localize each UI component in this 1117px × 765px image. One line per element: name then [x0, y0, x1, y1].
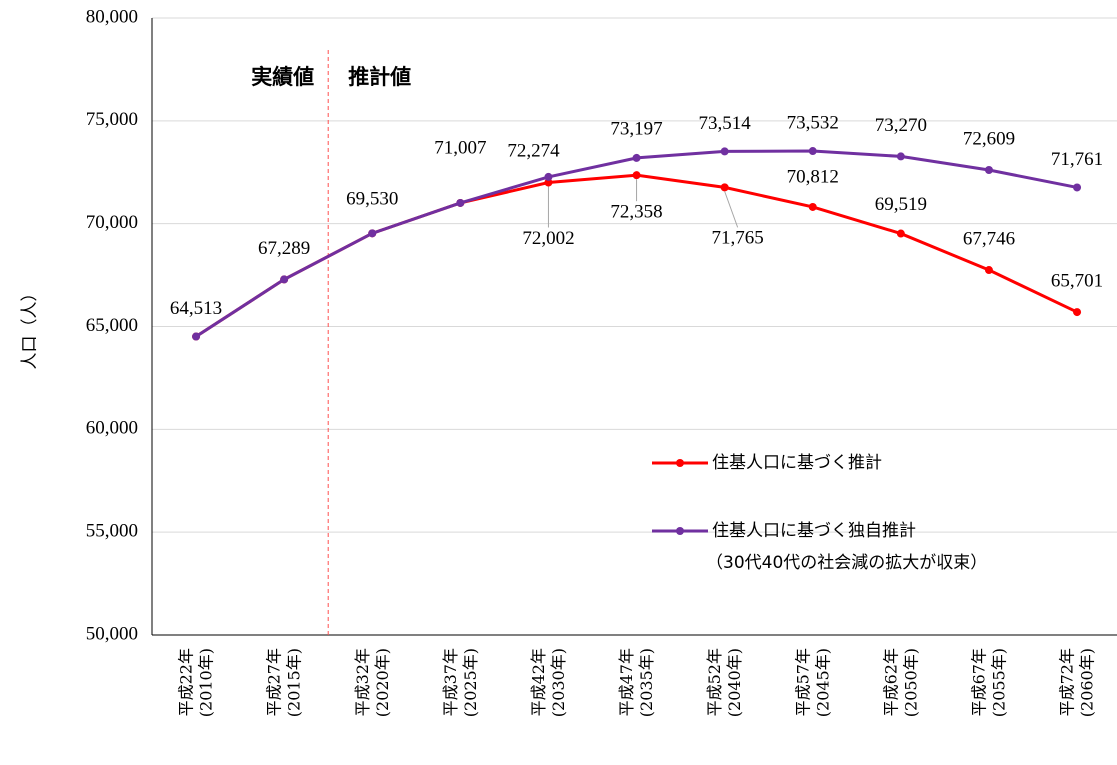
x-tick-label: (2025年) [461, 648, 480, 717]
x-tick-label: 平成67年 [969, 648, 988, 716]
y-tick-label: 70,000 [86, 212, 138, 233]
point [808, 147, 817, 156]
x-tick-label: 平成37年 [441, 648, 460, 716]
point [984, 166, 993, 175]
x-tick-label: 平成72年 [1058, 648, 1077, 716]
point [1073, 308, 1082, 317]
data-label: 73,532 [787, 112, 839, 133]
x-tick-label: (2035年) [637, 648, 656, 717]
data-label: 70,812 [787, 166, 839, 187]
point [896, 229, 905, 238]
legend-marker [676, 459, 684, 467]
x-tick-label: (2060年) [1078, 648, 1097, 717]
x-tick-label: 平成57年 [793, 648, 812, 716]
x-tick-label: (2030年) [549, 648, 568, 717]
legend-label: 住基人口に基づく独自推計 [712, 521, 916, 541]
legend-marker [676, 527, 684, 535]
y-tick-label: 55,000 [86, 521, 138, 542]
legend-note: （30代40代の社会減の拡大が収束） [706, 553, 987, 573]
data-label: 67,746 [963, 228, 1015, 249]
data-label: 73,270 [875, 115, 927, 136]
x-tick-label: (2050年) [901, 648, 920, 717]
point [896, 152, 905, 161]
x-tick-label: 平成47年 [617, 648, 636, 716]
x-tick-label: (2010年) [197, 648, 216, 717]
y-tick-label: 50,000 [86, 623, 138, 644]
point [984, 266, 993, 275]
y-tick-label: 60,000 [86, 418, 138, 439]
x-tick-label: (2020年) [373, 648, 392, 717]
legend-label: 住基人口に基づく推計 [712, 453, 882, 473]
data-label: 72,274 [507, 140, 560, 161]
data-label: 72,609 [963, 128, 1015, 149]
y-tick-label: 75,000 [86, 109, 138, 130]
data-label: 71,007 [434, 137, 486, 158]
data-label: 72,002 [522, 228, 574, 249]
data-label: 73,514 [699, 113, 752, 134]
data-label: 71,765 [712, 228, 764, 249]
data-label: 64,513 [170, 298, 222, 319]
x-tick-label: 平成27年 [265, 648, 284, 716]
y-axis-label: 人口（人） [20, 285, 40, 370]
point [192, 332, 201, 341]
y-tick-label: 80,000 [86, 6, 138, 27]
point [720, 183, 729, 192]
annotation: 推計値 [348, 65, 411, 89]
point [544, 178, 553, 187]
data-label: 71,761 [1051, 149, 1103, 170]
data-label: 67,289 [258, 238, 310, 259]
x-tick-label: 平成32年 [353, 648, 372, 716]
point [456, 198, 465, 207]
point [368, 229, 377, 238]
point [632, 153, 641, 162]
data-label: 69,519 [875, 194, 927, 215]
x-tick-label: (2015年) [285, 648, 304, 717]
point [280, 275, 289, 284]
data-label: 65,701 [1051, 270, 1103, 291]
point [1073, 183, 1082, 192]
point [808, 202, 817, 211]
data-label: 73,197 [610, 118, 662, 139]
x-tick-label: 平成52年 [705, 648, 724, 716]
data-label: 72,358 [610, 202, 662, 223]
x-tick-label: (2055年) [989, 648, 1008, 717]
x-tick-label: 平成62年 [881, 648, 900, 716]
x-tick-label: (2045年) [813, 648, 832, 717]
data-label: 69,530 [346, 189, 398, 210]
leader-line [724, 191, 739, 228]
x-tick-label: 平成42年 [529, 648, 548, 716]
point [544, 172, 553, 181]
x-tick-label: (2040年) [725, 648, 744, 717]
annotation: 実績値 [251, 65, 314, 89]
x-tick-label: 平成22年 [177, 648, 196, 716]
point [632, 171, 641, 180]
y-tick-label: 65,000 [86, 315, 138, 336]
point [720, 147, 729, 156]
